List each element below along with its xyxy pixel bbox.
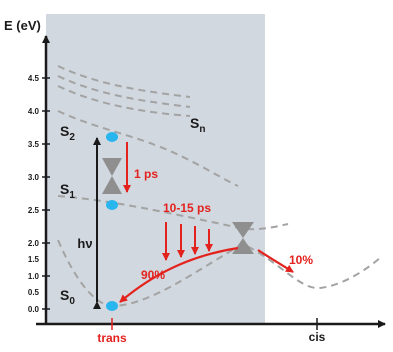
cis-yield-arrow [257,249,294,273]
y-tick-label: 1.0 [28,272,40,281]
state-label-s0: S0 [60,287,75,307]
shaded-region [46,14,265,324]
photon-label: hν [77,236,92,251]
y-axis-title: E (eV) [4,18,41,33]
y-tick-label: 4.0 [28,107,40,116]
conical-intersection-2 [232,222,254,254]
s2-population-dot [106,132,118,142]
s0-population-dot [106,301,118,311]
state-label-sn: Sn [190,115,205,135]
y-tick-label: 0.5 [28,288,40,297]
trans-yield-arrow [119,246,239,303]
y-tick-label: 2.0 [28,239,40,248]
sn-curve-3 [57,85,191,117]
fast-time-label: 1 ps [134,167,158,181]
conical-intersection-1 [102,158,122,194]
sn-curve-2 [57,75,191,108]
y-tick-label: 3.5 [28,140,40,149]
y-tick-label: 1.5 [28,255,40,264]
cis-yield-label: 10% [289,253,313,267]
population-dots [106,132,118,311]
sn-curve-1 [57,65,191,98]
y-tick-label: 3.0 [28,173,40,182]
y-tick-label: 0.0 [28,305,40,314]
x-label-trans: trans [97,331,127,345]
trans-yield-label: 90% [141,268,165,282]
slow-decay-arrows [162,222,213,261]
state-label-s2: S2 [60,123,75,143]
s2-curve [57,110,239,187]
y-tick-label: 2.5 [28,206,40,215]
x-label-cis: cis [309,330,326,344]
slow-time-label: 10-15 ps [163,201,211,215]
y-tick-label: 4.5 [28,74,40,83]
s1-population-dot [106,200,118,210]
state-label-s1: S1 [60,181,75,201]
y-ticks: 0.0 0.5 1.0 1.5 2.0 2.5 3.0 3.5 4.0 4.5 [28,74,50,314]
